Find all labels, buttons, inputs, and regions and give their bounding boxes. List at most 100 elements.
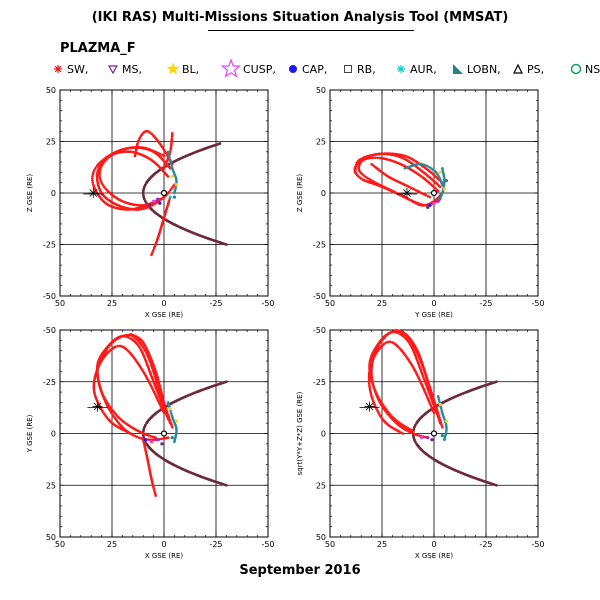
bow-shock-marker bbox=[396, 188, 417, 198]
y-tick-label: -50 bbox=[43, 326, 56, 335]
y-axis-label: Z GSE (RE) bbox=[26, 174, 34, 213]
y-tick-label: -25 bbox=[313, 378, 326, 387]
legend-label: SW, bbox=[67, 62, 89, 76]
x-tick-label: 50 bbox=[55, 299, 65, 308]
legend-label: MS, bbox=[122, 62, 142, 76]
sw-orbit-2 bbox=[353, 152, 444, 184]
footer-date: September 2016 bbox=[239, 563, 361, 578]
sw-orbit-3 bbox=[395, 328, 444, 429]
sw-tail bbox=[150, 195, 172, 257]
legend-label: AUR, bbox=[410, 62, 437, 76]
y-axis-label: sqrt(Y*Y+Z*Z) GSE (RE) bbox=[296, 391, 304, 475]
region-markers bbox=[147, 174, 179, 207]
y-tick-label: -50 bbox=[313, 326, 326, 335]
legend-item-bl: BL, bbox=[166, 60, 200, 78]
x-tick-label: -25 bbox=[209, 299, 222, 308]
x-axis-label: X GSE (RE) bbox=[415, 552, 454, 560]
panel-bottom-left: 50 25 0 -25 -50 -50 -25 0 25 50 X GSE (RE) Y GSE (R… bbox=[26, 326, 275, 560]
y-tick-label: 0 bbox=[51, 189, 56, 198]
legend-label: BL, bbox=[182, 62, 200, 76]
sw-orbit-3 bbox=[129, 332, 174, 429]
legend-label: CUSP, bbox=[243, 62, 276, 76]
bow-shock-marker bbox=[359, 401, 380, 412]
legend-symbol-icon bbox=[54, 65, 62, 73]
legend-symbol-icon bbox=[220, 58, 242, 78]
y-tick-label: 25 bbox=[46, 481, 56, 490]
legend-symbol-icon bbox=[289, 65, 297, 73]
lobe-segment bbox=[436, 394, 448, 442]
y-tick-label: 0 bbox=[321, 430, 326, 439]
magnetopause-curve bbox=[411, 380, 498, 487]
x-tick-label: 25 bbox=[377, 540, 387, 549]
sw-orbit-2 bbox=[92, 344, 166, 435]
y-tick-label: -25 bbox=[43, 241, 56, 250]
legend-symbol-icon bbox=[344, 65, 352, 73]
x-tick-label: -25 bbox=[479, 299, 492, 308]
x-tick-label: -50 bbox=[261, 299, 274, 308]
x-tick-label: 25 bbox=[107, 540, 117, 549]
y-tick-label: 0 bbox=[51, 430, 56, 439]
sw-orbit-1 bbox=[357, 156, 442, 207]
earth-marker bbox=[160, 430, 168, 437]
bow-shock-marker bbox=[87, 401, 108, 412]
legend-symbol-icon bbox=[107, 65, 119, 75]
y-tick-label: 0 bbox=[321, 189, 326, 198]
x-tick-label: -25 bbox=[209, 540, 222, 549]
region-markers bbox=[426, 170, 449, 210]
y-tick-label: 25 bbox=[316, 481, 326, 490]
x-tick-label: 0 bbox=[431, 299, 436, 308]
x-tick-label: -50 bbox=[531, 540, 544, 549]
x-tick-label: -50 bbox=[261, 540, 274, 549]
y-tick-label: -50 bbox=[43, 292, 56, 301]
lobe-segment-2 bbox=[403, 162, 444, 187]
earth-marker bbox=[160, 189, 168, 197]
y-tick-label: 25 bbox=[316, 138, 326, 147]
y-tick-label: 50 bbox=[316, 86, 326, 95]
sw-orbit-1 bbox=[368, 330, 440, 433]
legend-symbol-icon bbox=[570, 63, 582, 75]
region-markers bbox=[419, 402, 449, 442]
legend-symbol-icon bbox=[397, 65, 405, 73]
legend-item-ns: NS bbox=[570, 60, 600, 78]
legend-item-sw: SW, bbox=[52, 60, 88, 78]
legend-label: LOBN, bbox=[467, 62, 501, 76]
x-tick-label: 25 bbox=[107, 299, 117, 308]
y-tick-label: 50 bbox=[46, 86, 56, 95]
legend-item-ms: MS, bbox=[107, 60, 142, 78]
legend-symbol-icon bbox=[513, 63, 523, 74]
sw-orbit-0 bbox=[353, 152, 444, 207]
legend-item-aur: AUR, bbox=[395, 60, 437, 78]
region-markers bbox=[143, 407, 179, 446]
legend-label: PS, bbox=[527, 62, 545, 76]
legend-label: NS bbox=[585, 62, 600, 76]
legend-symbol-icon bbox=[166, 62, 180, 75]
spacecraft-name: PLAZMA_F bbox=[60, 41, 136, 56]
panel-bottom-right: 50 25 0 -25 -50 -50 -25 0 25 50 X GSE (RE) sqrt(Y*Y… bbox=[296, 326, 545, 560]
x-tick-label: -25 bbox=[479, 540, 492, 549]
bow-shock-marker bbox=[83, 188, 104, 198]
lobe-segment bbox=[166, 401, 178, 444]
legend-symbol-icon bbox=[453, 64, 463, 74]
legend-item-ps: PS, bbox=[512, 60, 544, 78]
legend: SW, MS, BL, CUSP, CAP, RB, AUR, LOBN, PS, NS bbox=[52, 58, 600, 78]
sw-orbit-2 bbox=[367, 340, 436, 435]
legend-item-lobn: LOBN, bbox=[452, 60, 501, 78]
legend-item-cap: CAP, bbox=[287, 60, 327, 78]
y-tick-label: 50 bbox=[316, 533, 326, 542]
legend-item-rb: RB, bbox=[342, 60, 376, 78]
chart-title: (IKI RAS) Multi-Missions Situation Analy… bbox=[91, 10, 509, 25]
sw-orbit-1 bbox=[95, 334, 170, 439]
x-tick-label: 50 bbox=[325, 540, 335, 549]
x-axis-label: Y GSE (RE) bbox=[414, 311, 453, 319]
x-tick-label: 25 bbox=[377, 299, 387, 308]
lobe-segment bbox=[436, 166, 446, 203]
x-tick-label: 50 bbox=[55, 540, 65, 549]
x-axis-label: X GSE (RE) bbox=[145, 311, 184, 319]
y-tick-label: -50 bbox=[313, 292, 326, 301]
x-tick-label: 0 bbox=[161, 299, 166, 308]
y-tick-label: -25 bbox=[43, 378, 56, 387]
earth-marker bbox=[430, 430, 438, 437]
